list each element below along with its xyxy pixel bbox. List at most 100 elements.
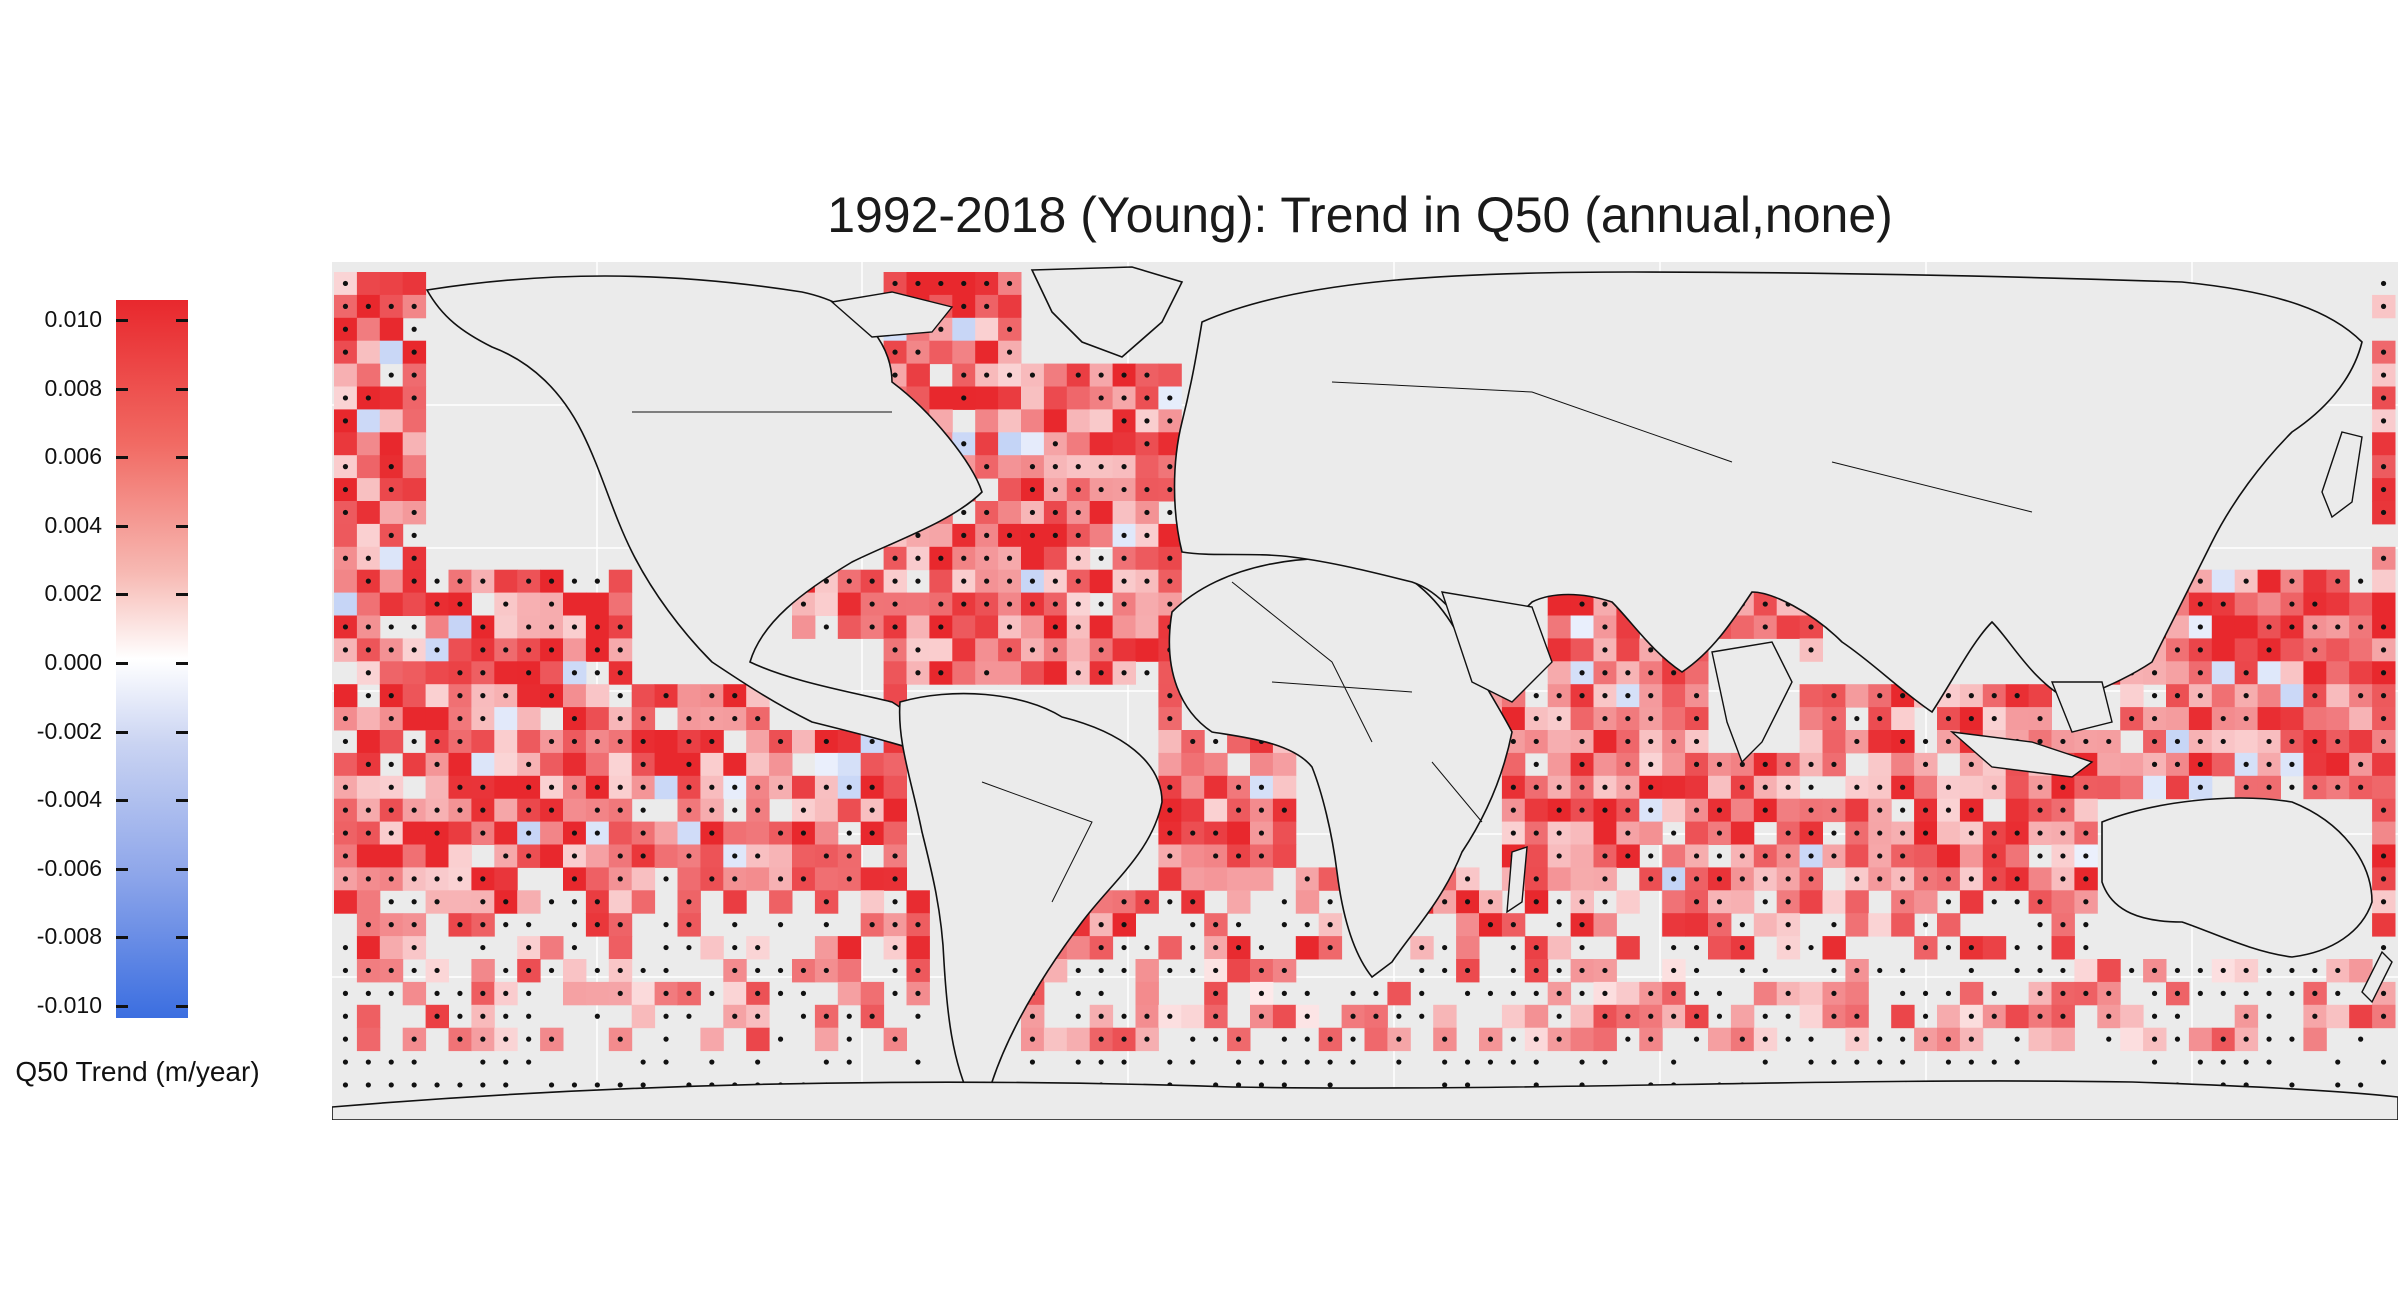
trend-cell (1753, 1027, 1778, 1052)
trend-cell (356, 936, 381, 960)
trend-cell (1112, 523, 1136, 548)
trend-cell (1135, 981, 1159, 1006)
significance-dot (2037, 784, 2043, 790)
trend-cell (1547, 661, 1572, 685)
trend-cell (517, 752, 541, 777)
trend-cell-fill (379, 272, 404, 296)
trend-cell (1593, 981, 1617, 1006)
trend-cell (1295, 1004, 1320, 1029)
significance-dot (1945, 784, 1952, 790)
significance-dot (1968, 693, 1974, 699)
significance-dot (388, 715, 394, 722)
trend-cell (1510, 967, 1516, 974)
significance-dot (732, 967, 738, 974)
significance-dot (2037, 967, 2043, 974)
trend-cell (723, 867, 747, 891)
significance-dot (663, 1013, 669, 1019)
significance-dot (1235, 922, 1242, 928)
trend-cell (1959, 936, 1984, 960)
trend-cell-fill (631, 684, 656, 708)
significance-dot (617, 922, 623, 928)
trend-cell (2074, 730, 2098, 754)
significance-dot (1510, 990, 1516, 996)
significance-dot (1327, 944, 1333, 951)
significance-dot (1442, 1059, 1448, 1065)
trend-cell-fill (608, 890, 633, 914)
significance-dot (1281, 990, 1287, 996)
trend-cell (334, 752, 358, 777)
significance-dot (434, 990, 440, 996)
significance-dot (915, 555, 921, 561)
trend-cell (1135, 363, 1159, 387)
significance-dot (571, 715, 578, 722)
trend-cell (2074, 981, 2098, 1006)
trend-cell-fill (2028, 684, 2052, 708)
significance-dot (915, 1059, 921, 1065)
trend-cell (517, 615, 541, 639)
trend-cell (517, 890, 541, 914)
trend-cell-fill (1272, 1004, 1297, 1029)
trend-cell (1799, 890, 1823, 914)
significance-dot (617, 738, 623, 745)
significance-dot (2174, 647, 2181, 653)
significance-dot (2037, 830, 2043, 836)
trend-cell (1570, 707, 1594, 731)
significance-dot (594, 1013, 600, 1019)
world-map (332, 262, 2398, 1120)
significance-dot (1442, 967, 1448, 974)
trend-cell (571, 578, 578, 584)
significance-dot (411, 899, 417, 905)
significance-dot (1235, 1036, 1242, 1042)
trend-cell (1959, 821, 1984, 845)
trend-cell (677, 844, 701, 868)
trend-cell-fill (1570, 821, 1594, 845)
trend-cell (2335, 1059, 2341, 1065)
significance-dot (1739, 876, 1745, 882)
trend-cell (2266, 1013, 2272, 1019)
significance-dot (411, 922, 417, 928)
significance-dot (2197, 693, 2203, 699)
trend-cell (402, 821, 427, 845)
trend-cell (975, 386, 999, 410)
trend-cell (998, 455, 1022, 479)
significance-dot (2266, 647, 2272, 653)
trend-cell (334, 844, 358, 868)
trend-cell (1822, 936, 1846, 960)
significance-dot (2380, 1059, 2387, 1065)
trend-cell (471, 638, 495, 662)
trend-cell (334, 615, 358, 639)
trend-cell (585, 707, 610, 731)
trend-cell (1304, 922, 1310, 928)
significance-dot (1419, 1013, 1425, 1019)
significance-dot (892, 578, 898, 584)
trend-cell-fill (356, 890, 381, 914)
trend-cell (494, 981, 518, 1006)
trend-cell-fill (402, 684, 427, 708)
trend-cell-fill (2234, 592, 2259, 616)
significance-dot (1121, 464, 1127, 470)
significance-dot (2380, 1013, 2387, 1019)
trend-cell (1868, 844, 1892, 868)
trend-cell-fill (585, 592, 610, 616)
australia-landmass (2101, 797, 2373, 958)
significance-dot (548, 738, 555, 745)
significance-dot (2358, 578, 2364, 584)
trend-cell (1364, 1027, 1388, 1052)
trend-cell-fill (1616, 981, 1640, 1006)
trend-cell (1204, 913, 1228, 937)
trend-cell-fill (379, 317, 404, 342)
significance-dot (2197, 647, 2203, 653)
trend-cell (2083, 944, 2089, 951)
trend-cell (2188, 730, 2213, 754)
trend-cell (1547, 936, 1572, 960)
trend-cell (998, 569, 1022, 594)
trend-cell (998, 501, 1022, 525)
trend-cell (356, 272, 381, 296)
trend-cell-fill (814, 936, 839, 960)
significance-dot (1648, 807, 1654, 813)
significance-dot (365, 1059, 371, 1065)
trend-cell-fill (1593, 1027, 1617, 1052)
trend-cell (494, 707, 518, 731)
significance-dot (1304, 1036, 1310, 1042)
significance-dot (1922, 761, 1929, 767)
